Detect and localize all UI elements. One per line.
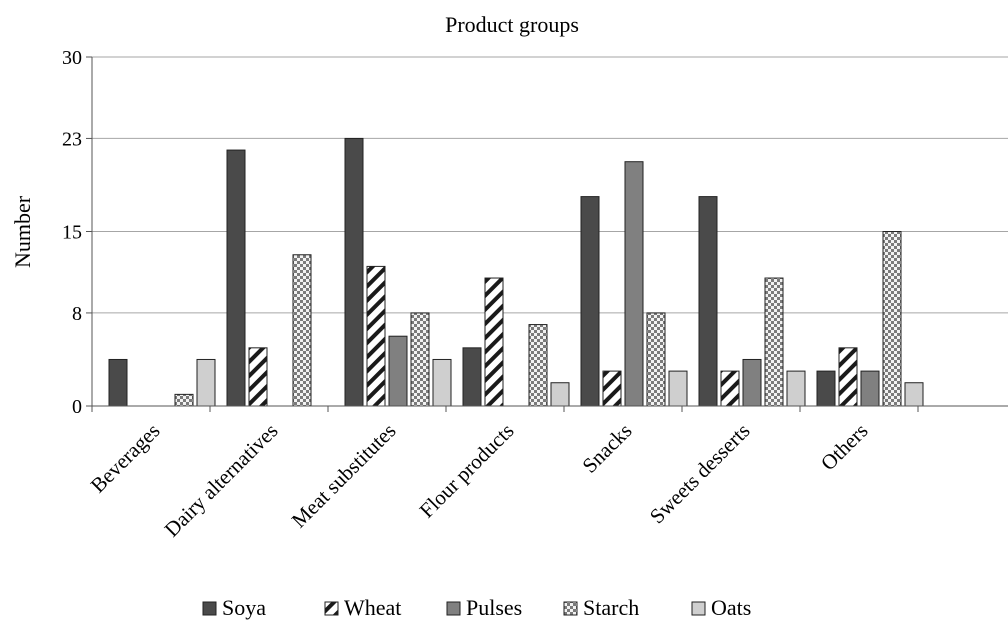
legend-swatch-soya (202, 601, 217, 616)
bar-soya-3 (462, 347, 482, 407)
bar-starch-3 (528, 324, 548, 407)
bar-oats-0 (196, 358, 216, 407)
y-tick-label-0: 0 (72, 396, 82, 418)
bar-starch-4 (646, 312, 666, 407)
bar-soya-6 (816, 370, 836, 407)
bar-soya-5 (698, 196, 718, 407)
bar-wheat-1 (248, 347, 268, 407)
x-tick-label-3: Flour products (415, 419, 519, 523)
y-tick-label-3: 23 (62, 128, 82, 150)
bar-wheat-5 (720, 370, 740, 407)
x-tick-label-2: Meat substitutes (287, 419, 401, 533)
bar-wheat-3 (484, 277, 504, 407)
legend-swatch-wheat (324, 601, 339, 616)
legend: Soya Wheat Pulses Starch Oats (202, 595, 751, 620)
bar-wheat-2 (366, 265, 386, 407)
bar-oats-3 (550, 382, 570, 407)
y-axis-label: Number (10, 195, 35, 268)
axes (91, 57, 1008, 412)
bar-wheat-6 (838, 347, 858, 407)
bar-oats-4 (668, 370, 688, 407)
legend-swatch-pulses (446, 601, 461, 616)
legend-label-wheat: Wheat (344, 595, 401, 620)
chart-title: Product groups (445, 12, 579, 37)
bar-starch-5 (764, 277, 784, 407)
bar-pulses-6 (860, 370, 880, 407)
bar-pulses-4 (624, 161, 644, 407)
y-tick-label-1: 8 (72, 303, 82, 325)
bar-oats-2 (432, 358, 452, 407)
bar-oats-6 (904, 382, 924, 407)
bars (108, 137, 924, 407)
bar-starch-1 (292, 254, 312, 407)
x-tick-label-6: Others (816, 419, 873, 476)
bar-soya-4 (580, 196, 600, 407)
bar-soya-0 (108, 358, 128, 407)
legend-label-starch: Starch (583, 595, 639, 620)
bar-soya-1 (226, 149, 246, 407)
x-tick-label-5: Sweets desserts (645, 419, 755, 529)
x-tick-label-4: Snacks (577, 419, 636, 478)
bar-oats-5 (786, 370, 806, 407)
legend-label-pulses: Pulses (466, 595, 522, 620)
legend-label-oats: Oats (711, 595, 751, 620)
y-tick-label-2: 15 (62, 222, 82, 244)
bar-pulses-5 (742, 358, 762, 407)
x-tick-label-0: Beverages (86, 419, 165, 498)
bar-soya-2 (344, 137, 364, 407)
bar-starch-2 (410, 312, 430, 407)
legend-swatch-starch (563, 601, 578, 616)
bar-wheat-4 (602, 370, 622, 407)
legend-label-soya: Soya (222, 595, 266, 620)
bar-starch-6 (882, 231, 902, 407)
legend-swatch-oats (691, 601, 706, 616)
bar-pulses-2 (388, 335, 408, 407)
y-tick-label-4: 30 (62, 47, 82, 69)
x-tick-label-1: Dairy alternatives (160, 419, 283, 542)
bar-starch-0 (174, 393, 194, 407)
y-axis-ticks: 0 8 15 23 30 (62, 47, 92, 418)
